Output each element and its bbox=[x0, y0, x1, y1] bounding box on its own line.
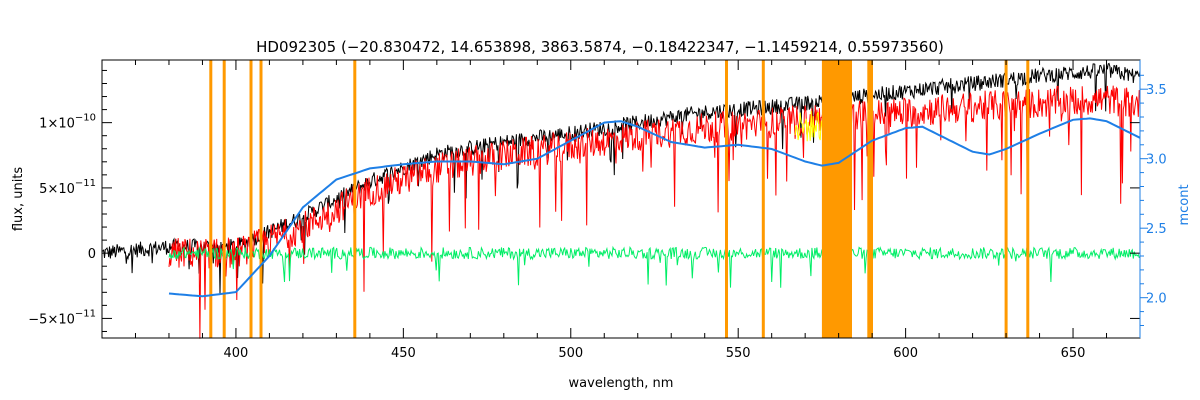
x-tick-label-2: 500 bbox=[558, 346, 583, 361]
x-axis-label: wavelength, nm bbox=[569, 376, 674, 391]
continuum-curve bbox=[168, 117, 1141, 298]
y2-tick-label-1: 2.5 bbox=[1146, 222, 1167, 237]
y-tick-label-1: 0 bbox=[88, 247, 96, 262]
x-tick-label-1: 450 bbox=[391, 346, 416, 361]
masked-line-0 bbox=[209, 60, 213, 338]
y-tick-label-2: 5×10−11 bbox=[39, 178, 96, 197]
x-tick-label-3: 550 bbox=[726, 346, 751, 361]
y2-tick-label-0: 2.0 bbox=[1146, 292, 1167, 307]
masked-line-4 bbox=[353, 60, 357, 338]
masked-line-6 bbox=[761, 60, 765, 338]
masked-line-1 bbox=[222, 60, 226, 338]
x-tick-label-4: 600 bbox=[893, 346, 918, 361]
y2-tick-label-2: 3.0 bbox=[1146, 153, 1167, 168]
masked-line-5 bbox=[725, 60, 728, 338]
chart-title: HD092305 (−20.830472, 14.653898, 3863.58… bbox=[256, 38, 944, 56]
masked-line-8 bbox=[870, 60, 873, 338]
model-flux-series bbox=[168, 85, 1141, 339]
masked-band bbox=[821, 60, 852, 338]
x-tick-label-0: 400 bbox=[224, 346, 249, 361]
masked-line-7 bbox=[867, 60, 871, 338]
y2-tick-label-3: 3.5 bbox=[1146, 83, 1167, 98]
masked-line-3 bbox=[259, 60, 263, 338]
y-tick-label-0: −5×10−11 bbox=[28, 308, 96, 327]
observed-flux-series bbox=[101, 62, 1141, 295]
x-tick-label-5: 650 bbox=[1061, 346, 1086, 361]
y-axis-label: flux, units bbox=[11, 167, 26, 232]
masked-line-2 bbox=[249, 60, 253, 338]
y2-axis-label: mcont bbox=[1177, 184, 1192, 225]
masked-line-9 bbox=[1004, 60, 1008, 338]
residual-series bbox=[168, 245, 1140, 288]
y-tick-label-3: 1×10−10 bbox=[39, 113, 96, 132]
masked-line-10 bbox=[1026, 60, 1030, 338]
